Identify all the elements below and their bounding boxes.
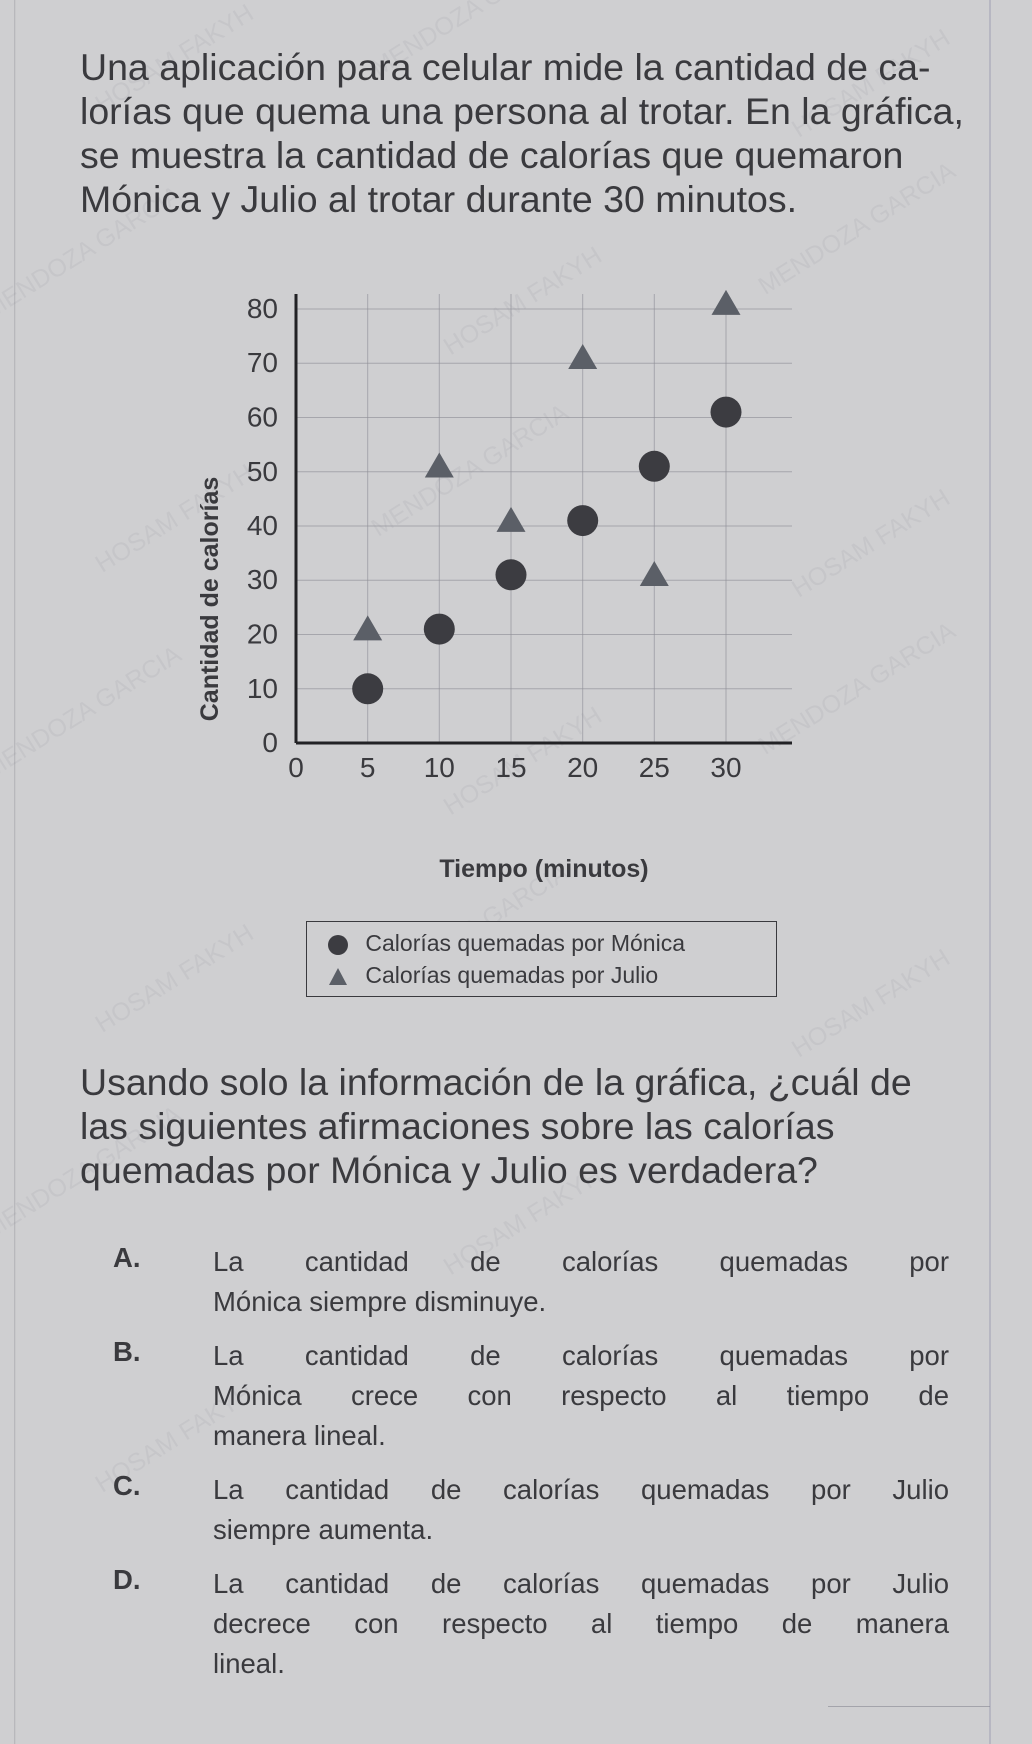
svg-text:80: 80	[247, 293, 278, 324]
svg-text:20: 20	[567, 752, 598, 783]
svg-text:70: 70	[247, 347, 278, 378]
svg-text:30: 30	[247, 564, 278, 595]
svg-text:25: 25	[639, 752, 670, 783]
svg-text:10: 10	[424, 752, 455, 783]
svg-text:10: 10	[247, 673, 278, 704]
svg-text:50: 50	[247, 456, 278, 487]
svg-text:30: 30	[710, 752, 741, 783]
svg-text:0: 0	[262, 727, 278, 758]
svg-text:15: 15	[495, 752, 526, 783]
svg-text:60: 60	[247, 402, 278, 433]
svg-text:40: 40	[247, 510, 278, 541]
svg-text:5: 5	[360, 752, 376, 783]
svg-text:0: 0	[288, 752, 304, 783]
svg-text:20: 20	[247, 619, 278, 650]
